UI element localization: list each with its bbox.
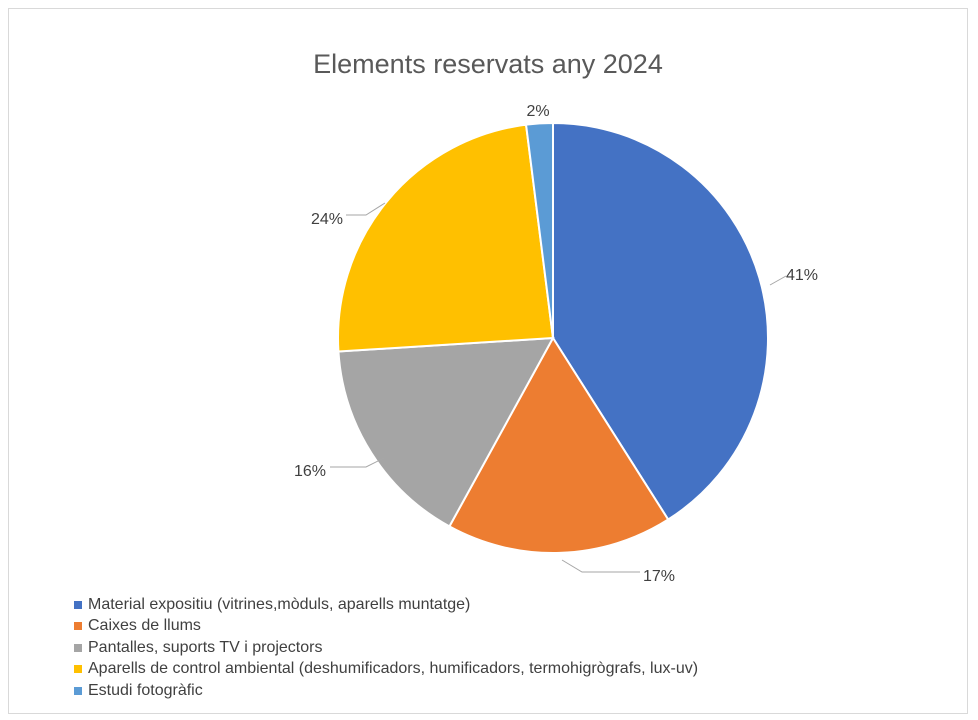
leader-line-4 (346, 202, 386, 216)
pie-slice-4 (337, 123, 555, 353)
pie-slice-3 (337, 336, 555, 528)
leader-line-3 (330, 457, 385, 468)
legend-swatch (74, 686, 82, 695)
leader-line-1 (769, 275, 787, 286)
legend-label: Aparells de control ambiental (deshumifi… (88, 660, 699, 678)
data-label-5: 2% (526, 103, 549, 120)
pie-slice-1 (552, 121, 769, 521)
legend-item-2: Caixes de llums (74, 616, 698, 638)
legend-swatch (74, 622, 82, 631)
legend-label: Estudi fotogràfic (88, 681, 203, 699)
data-label-4: 24% (311, 211, 343, 228)
legend: Material expositiu (vitrines,mòduls, apa… (74, 594, 698, 702)
data-label-1: 41% (786, 267, 818, 284)
pie-slice-2 (448, 336, 670, 554)
legend-label: Caixes de llums (88, 617, 201, 635)
legend-swatch (74, 665, 82, 674)
data-label-3: 16% (294, 463, 326, 480)
legend-item-5: Estudi fotogràfic (74, 680, 698, 702)
legend-item-3: Pantalles, suports TV i projectors (74, 637, 698, 659)
legend-swatch (74, 600, 82, 609)
legend-item-4: Aparells de control ambiental (deshumifi… (74, 659, 698, 681)
chart-title: Elements reservats any 2024 (313, 49, 663, 79)
legend-item-1: Material expositiu (vitrines,mòduls, apa… (74, 594, 698, 616)
legend-swatch (74, 643, 82, 652)
pie-slice-5 (524, 121, 554, 339)
data-label-2: 17% (643, 568, 675, 585)
leader-line-2 (561, 559, 640, 573)
legend-label: Material expositiu (vitrines,mòduls, apa… (88, 595, 471, 613)
legend-label: Pantalles, suports TV i projectors (88, 638, 323, 656)
